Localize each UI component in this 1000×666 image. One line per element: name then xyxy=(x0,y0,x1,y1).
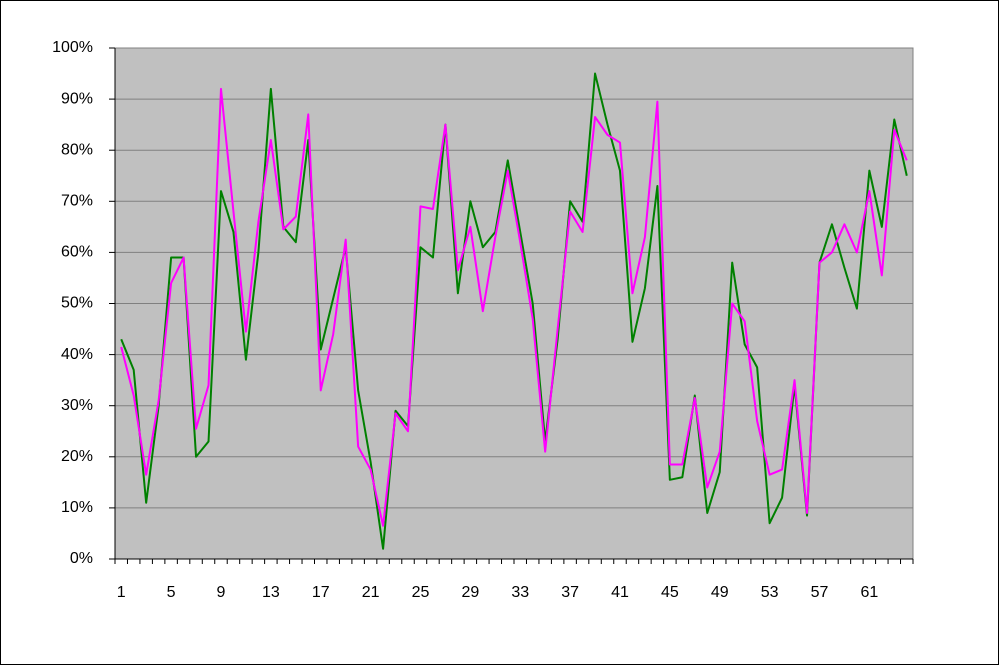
y-tick-label: 100% xyxy=(52,39,93,56)
y-tick-label: 20% xyxy=(61,448,93,465)
x-tick-label: 25 xyxy=(412,584,430,601)
y-tick-label: 50% xyxy=(61,295,93,312)
x-tick-label: 1 xyxy=(117,584,126,601)
line-series xyxy=(120,72,908,550)
y-tick-label: 90% xyxy=(61,90,93,107)
x-tick-label: 57 xyxy=(811,584,829,601)
x-tick-label: 49 xyxy=(711,584,729,601)
x-tick-label: 13 xyxy=(262,584,280,601)
y-tick-label: 70% xyxy=(61,193,93,210)
x-tick-label: 29 xyxy=(461,584,479,601)
x-tick-label: 17 xyxy=(312,584,330,601)
line-series xyxy=(120,87,908,527)
y-tick-label: 60% xyxy=(61,244,93,261)
x-tick-label: 5 xyxy=(167,584,176,601)
x-tick-label: 45 xyxy=(661,584,679,601)
y-tick-label: 0% xyxy=(70,550,93,567)
x-tick-label: 21 xyxy=(362,584,380,601)
y-tick-label: 80% xyxy=(61,141,93,158)
x-tick-label: 37 xyxy=(561,584,579,601)
x-tick-label: 61 xyxy=(860,584,878,601)
y-tick-label: 10% xyxy=(61,499,93,516)
y-tick-label: 40% xyxy=(61,346,93,363)
x-tick-label: 33 xyxy=(511,584,529,601)
x-tick-label: 41 xyxy=(611,584,629,601)
y-tick-label: 30% xyxy=(61,397,93,414)
x-tick-label: 53 xyxy=(761,584,779,601)
x-tick-label: 9 xyxy=(217,584,226,601)
